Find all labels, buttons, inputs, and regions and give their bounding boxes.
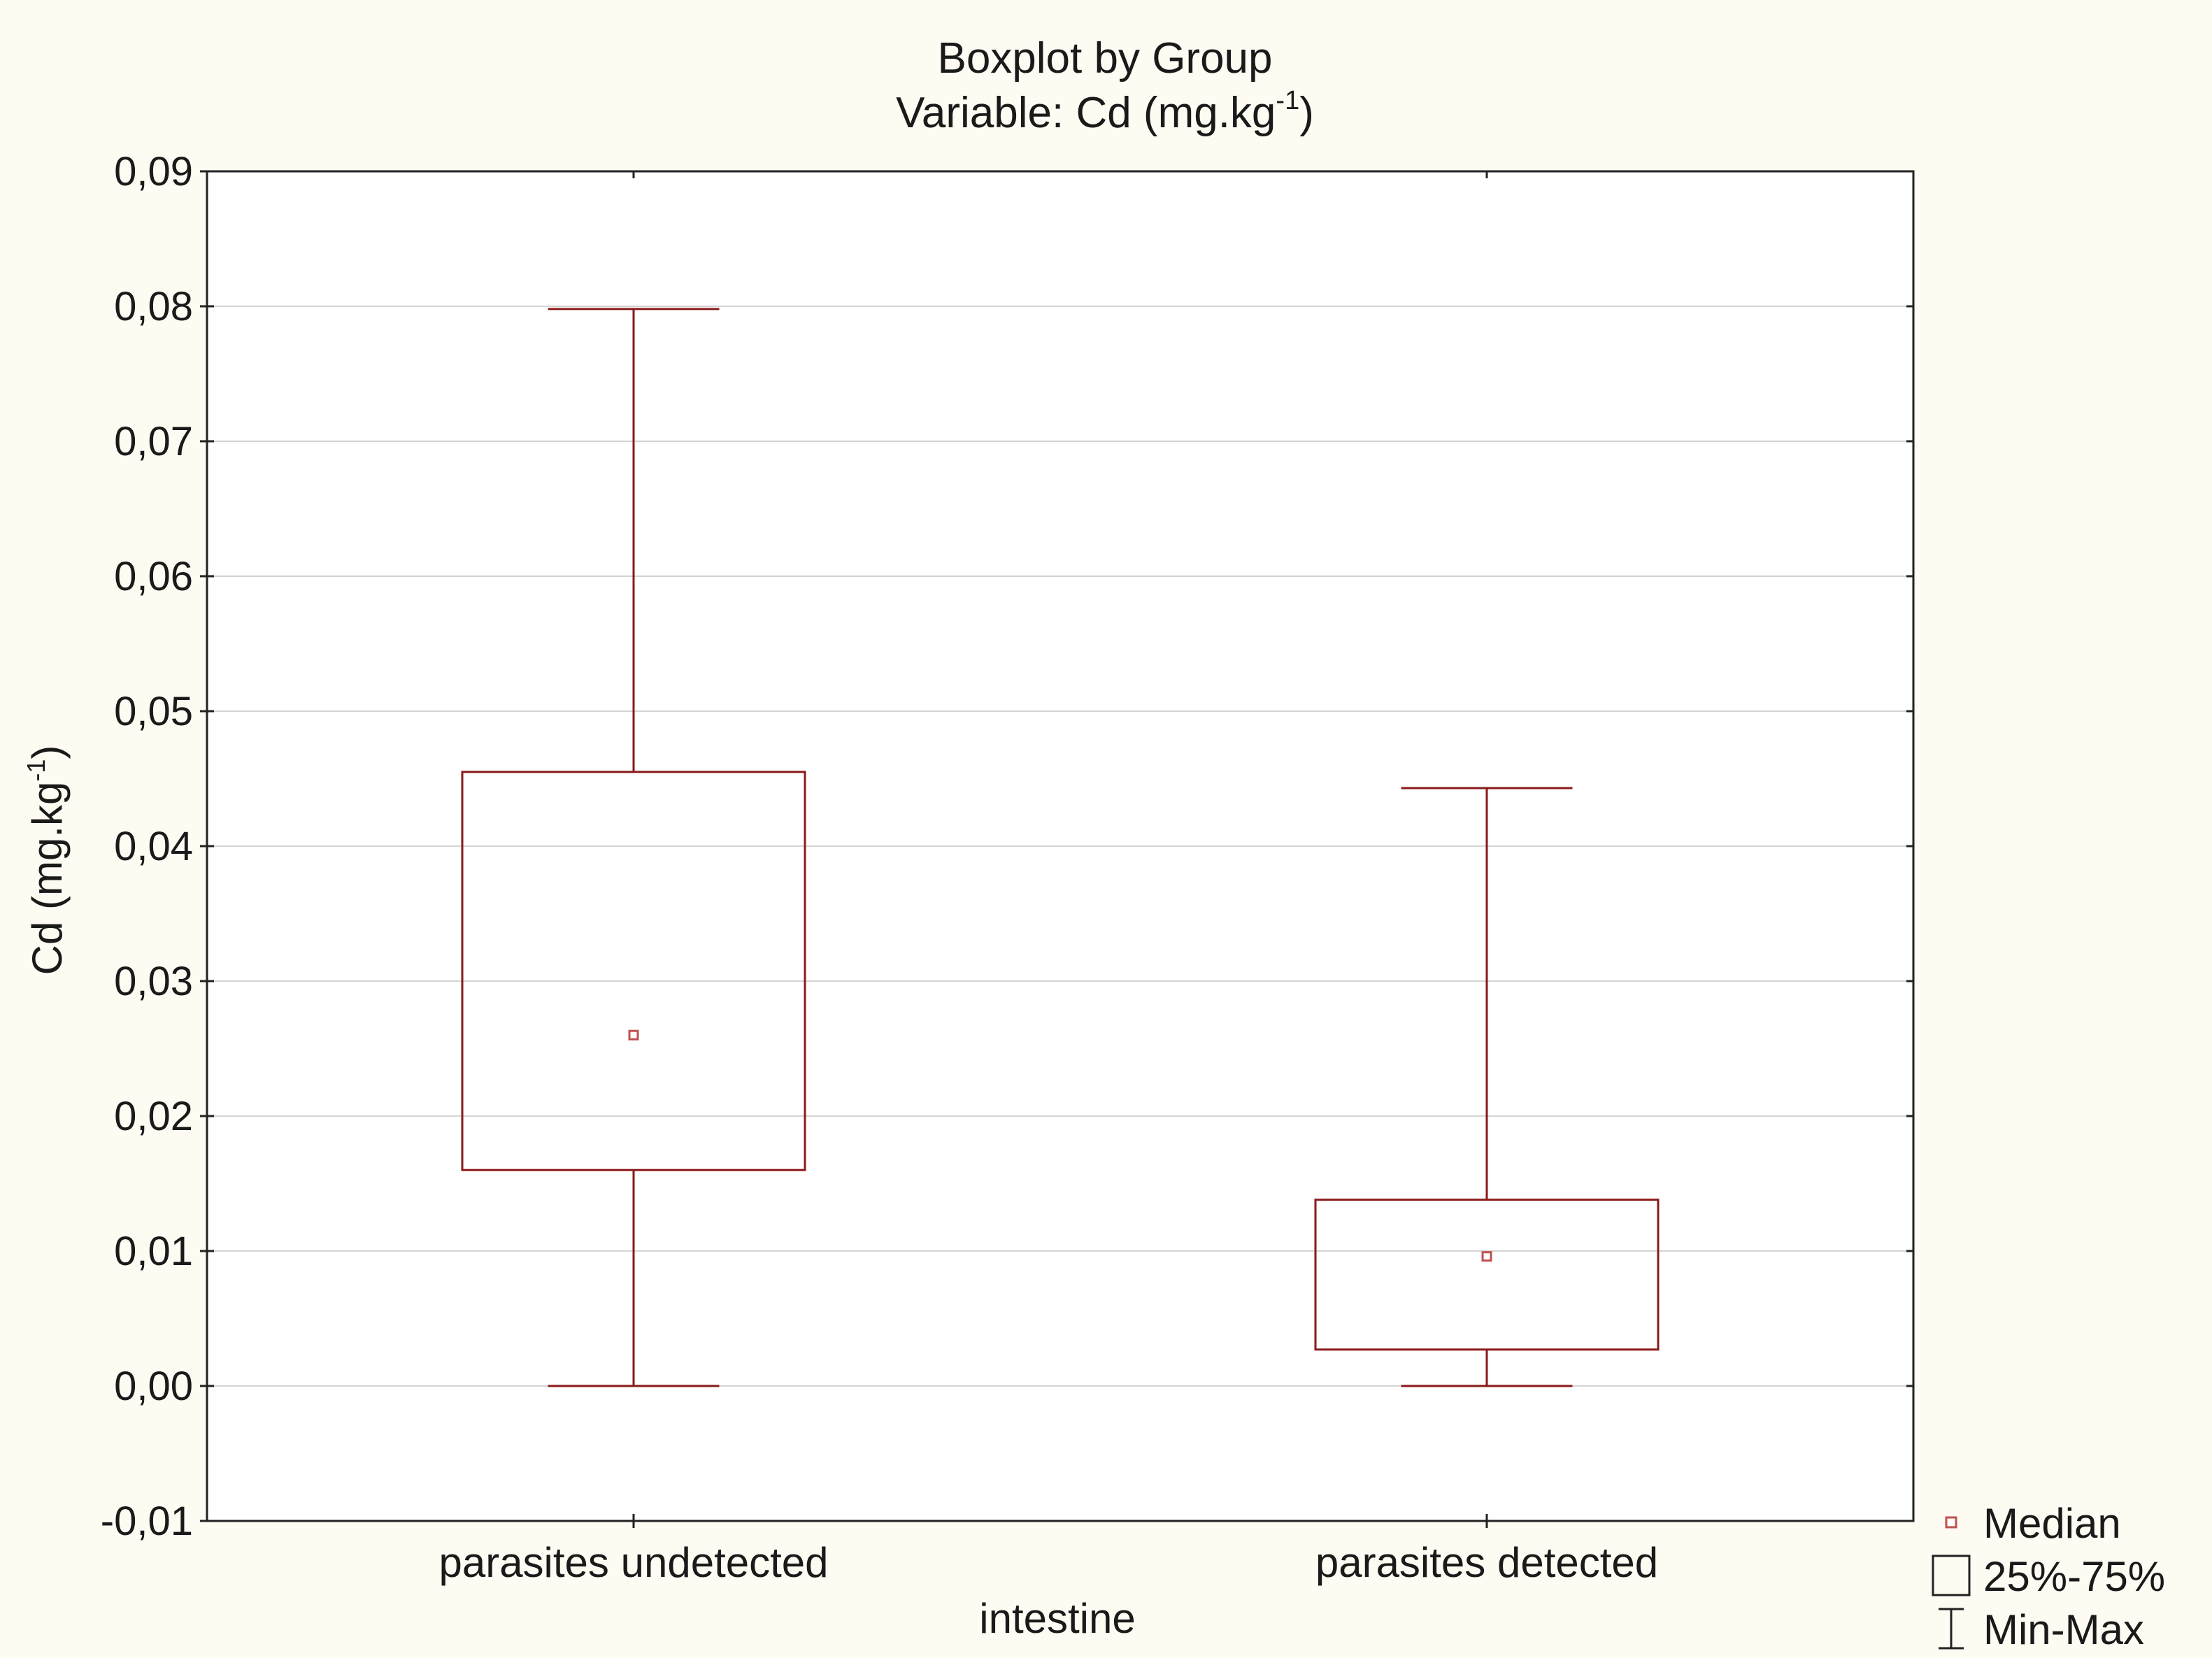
box-series (461, 308, 1660, 1387)
median-marker (628, 1029, 639, 1041)
x-tick-label: parasites undetected (438, 1539, 828, 1586)
y-tick-label: 0,05 (114, 689, 193, 734)
y-tick-label: 0,03 (114, 959, 193, 1004)
y-tick-label: 0,00 (114, 1364, 193, 1409)
iqr-box (1314, 1199, 1660, 1351)
legend-label: Median (1983, 1500, 2121, 1547)
chart-title: Boxplot by Group (937, 34, 1272, 83)
y-tick-label: 0,06 (114, 554, 193, 599)
legend-label: 25%-75% (1983, 1553, 2165, 1600)
y-tick-label: 0,08 (114, 284, 193, 329)
y-axis-label: Cd (mg.kg-1) (22, 745, 71, 975)
y-tick-label: 0,07 (114, 419, 193, 464)
median-marker (1481, 1251, 1492, 1262)
legend-box-symbol (1932, 1555, 1971, 1596)
plot-frame (206, 170, 1915, 1522)
legend-median-symbol (1945, 1516, 1957, 1529)
y-tick-label: 0,02 (114, 1094, 193, 1139)
y-tick-label: 0,09 (114, 149, 193, 194)
legend-label: Min-Max (1983, 1606, 2144, 1653)
y-tick-label: 0,04 (114, 824, 193, 869)
grid-lines (207, 306, 1913, 1387)
box-group (1314, 787, 1660, 1387)
legend: Median 25%-75% Min-Max (1932, 1500, 2165, 1653)
box-group (461, 308, 806, 1387)
chart-subtitle: Variable: Cd (mg.kg-1) (896, 86, 1314, 137)
x-axis: parasites undetected parasites detected (438, 171, 1658, 1586)
x-axis-label: intestine (979, 1595, 1135, 1642)
x-tick-label: parasites detected (1315, 1539, 1658, 1586)
y-axis: -0,01 0,00 0,01 0,02 0,03 0,04 0,05 0,06 0,07 0,0… (101, 149, 1913, 1544)
iqr-box (461, 771, 806, 1171)
y-tick-label: -0,01 (101, 1499, 193, 1544)
y-tick-label: 0,01 (114, 1229, 193, 1274)
